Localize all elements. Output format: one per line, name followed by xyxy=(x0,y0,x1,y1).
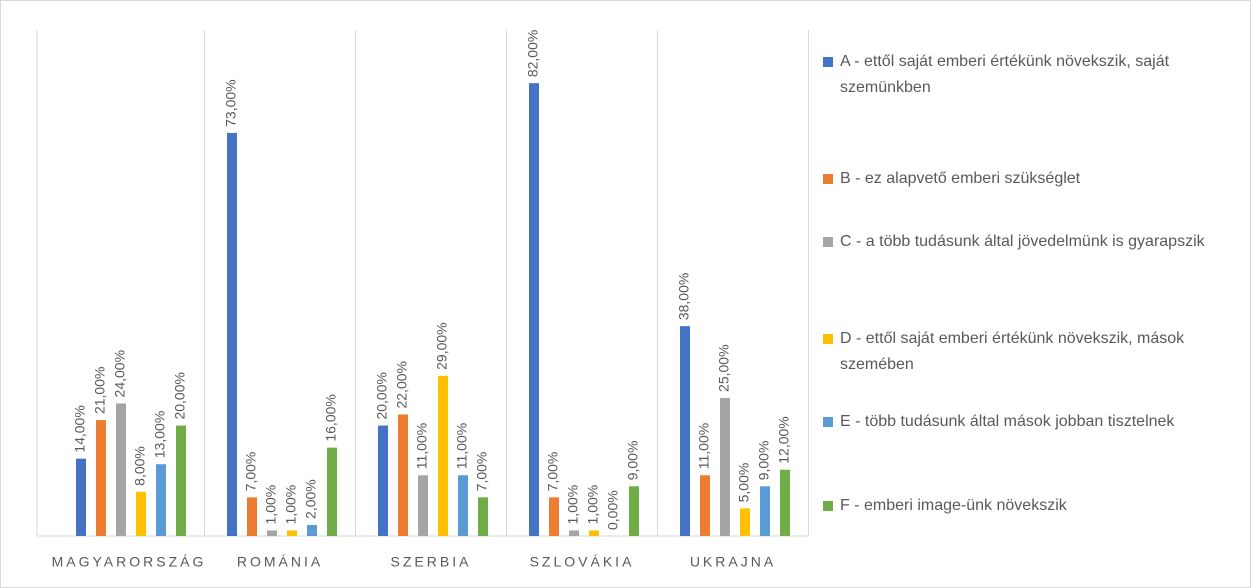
bar xyxy=(569,530,579,536)
value-label: 9,00% xyxy=(756,441,772,481)
value-label: 38,00% xyxy=(676,273,692,320)
bar xyxy=(307,524,317,536)
legend-swatch xyxy=(823,501,833,511)
bar xyxy=(418,475,428,536)
value-label: 1,00% xyxy=(283,485,299,525)
value-label: 22,00% xyxy=(394,361,410,408)
x-tick-label: SZERBIA xyxy=(391,554,472,570)
bar xyxy=(176,425,186,536)
bar xyxy=(680,326,690,536)
bar xyxy=(156,464,166,536)
legend-label: A - ettől saját emberi értékünk növekszi… xyxy=(840,53,1170,96)
value-label: 16,00% xyxy=(323,394,339,441)
value-label: 11,00% xyxy=(696,423,712,469)
bar xyxy=(116,403,126,536)
bar xyxy=(629,486,639,536)
value-label: 25,00% xyxy=(716,344,732,391)
bar xyxy=(458,475,468,536)
legend-swatch xyxy=(823,237,833,247)
value-label: 73,00% xyxy=(223,79,239,126)
value-label: 7,00% xyxy=(545,452,561,492)
value-label: 29,00% xyxy=(434,322,450,369)
legend-label: B - ez alapvető emberi szükséglet xyxy=(840,170,1081,187)
value-label: 21,00% xyxy=(92,367,108,414)
bar xyxy=(438,375,448,536)
value-label: 11,00% xyxy=(414,423,430,469)
value-label: 1,00% xyxy=(263,485,279,525)
bar xyxy=(720,397,730,536)
bar xyxy=(780,469,790,536)
value-label: 20,00% xyxy=(374,372,390,419)
bar xyxy=(740,508,750,536)
value-label: 24,00% xyxy=(112,350,128,397)
legend-item: D - ettől saját emberi értékünk növekszi… xyxy=(820,326,1240,378)
bar xyxy=(136,491,146,536)
bar xyxy=(549,497,559,536)
value-label: 1,00% xyxy=(565,485,581,525)
value-label: 11,00% xyxy=(454,423,470,469)
bar xyxy=(529,83,539,536)
bar xyxy=(327,447,337,536)
legend-item: C - a több tudásunk által jövedelmünk is… xyxy=(820,229,1240,255)
value-label: 20,00% xyxy=(172,372,188,419)
bar xyxy=(700,475,710,536)
bar xyxy=(398,414,408,536)
value-label: 14,00% xyxy=(72,405,88,452)
legend-item: B - ez alapvető emberi szükséglet xyxy=(820,166,1240,192)
legend-swatch xyxy=(823,334,833,344)
value-label: 0,00% xyxy=(605,490,621,530)
legend-label: F - emberi image-ünk növekszik xyxy=(840,497,1067,514)
value-label: 82,00% xyxy=(525,30,541,77)
legend-label: D - ettől saját emberi értékünk növekszi… xyxy=(840,330,1185,373)
x-tick-label: MAGYARORSZÁG xyxy=(52,554,207,570)
value-label: 8,00% xyxy=(132,446,148,486)
legend-label: C - a több tudásunk által jövedelmünk is… xyxy=(840,233,1205,250)
x-tick-label: ROMÁNIA xyxy=(237,554,323,570)
legend-label: E - több tudásunk által mások jobban tis… xyxy=(840,413,1175,430)
value-label: 13,00% xyxy=(152,411,168,458)
legend-swatch xyxy=(823,57,833,67)
bar xyxy=(478,497,488,536)
value-label: 5,00% xyxy=(736,463,752,503)
legend-item: E - több tudásunk által mások jobban tis… xyxy=(820,409,1240,435)
x-tick-label: SZLOVÁKIA xyxy=(530,554,635,570)
bar xyxy=(378,425,388,536)
value-label: 1,00% xyxy=(585,485,601,525)
bar xyxy=(96,420,106,536)
value-label: 7,00% xyxy=(474,452,490,492)
bar xyxy=(267,530,277,536)
x-tick-label: UKRAJNA xyxy=(690,554,776,570)
value-label: 2,00% xyxy=(303,479,319,519)
legend-swatch xyxy=(823,417,833,427)
value-label: 9,00% xyxy=(625,441,641,481)
value-label: 12,00% xyxy=(776,416,792,463)
value-label: 7,00% xyxy=(243,452,259,492)
bar xyxy=(247,497,257,536)
legend-swatch xyxy=(823,174,833,184)
bar xyxy=(760,486,770,536)
bar xyxy=(76,458,86,536)
bar xyxy=(287,530,297,536)
legend-item: A - ettől saját emberi értékünk növekszi… xyxy=(820,49,1240,101)
bar xyxy=(227,132,237,536)
legend-item: F - emberi image-ünk növekszik xyxy=(820,493,1240,519)
bar xyxy=(589,530,599,536)
